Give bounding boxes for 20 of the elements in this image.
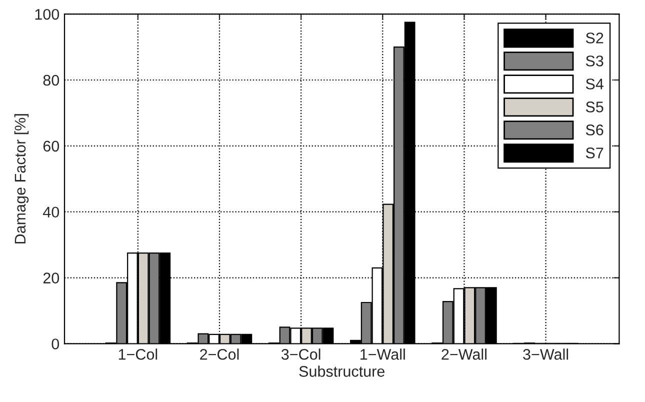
y-tick-label: 0 [52, 338, 60, 350]
x-tick-label: 2−Col [200, 348, 239, 360]
y-tick-label: 60 [43, 140, 60, 152]
legend-label: S2 [586, 32, 604, 44]
legend-label: S6 [586, 124, 604, 136]
y-axis-title: Damage Factor [%] [14, 114, 29, 244]
x-tick-label: 3−Wall [523, 348, 568, 360]
x-tick-label: 3−Col [281, 348, 320, 360]
y-tick-label: 80 [43, 74, 60, 86]
x-tick-label: 1−Col [118, 348, 158, 360]
legend-label: S7 [586, 148, 604, 158]
y-tick-label: 40 [43, 206, 60, 218]
x-tick-label: 2−Wall [442, 348, 486, 360]
legend-label: S3 [586, 56, 604, 66]
legend-label: S4 [586, 78, 604, 90]
y-tick-label: 100 [35, 8, 60, 20]
x-axis-title: Substructure [299, 366, 384, 377]
y-tick-label: 20 [43, 272, 60, 284]
x-tick-label: 1−Wall [360, 348, 405, 360]
legend-label: S5 [586, 102, 604, 112]
